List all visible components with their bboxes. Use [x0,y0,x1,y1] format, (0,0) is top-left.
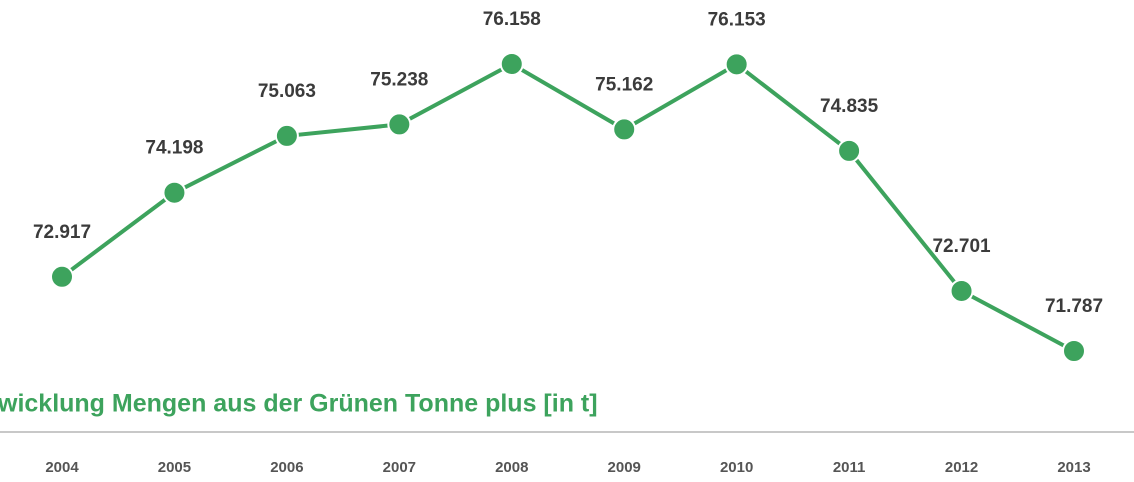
data-label: 75.162 [595,74,653,95]
x-tick-label: 2009 [608,459,641,476]
point [724,52,749,77]
data-label: 72.701 [932,236,991,257]
point [1062,339,1086,363]
data-label: 76.153 [708,9,766,30]
data-label: 71.787 [1045,296,1103,317]
x-tick-label: 2008 [495,459,528,476]
data-label: 74.198 [145,138,203,159]
data-label: 72.917 [33,222,91,243]
point [837,138,862,163]
data-label: 75.238 [370,69,428,90]
point [949,278,974,303]
x-tick-label: 2004 [45,459,79,476]
x-tick-label: 2006 [270,459,303,476]
point [162,180,187,205]
point [612,117,637,142]
point [274,123,299,148]
x-tick-label: 2013 [1057,459,1090,476]
x-tick-label: 2011 [833,459,866,476]
x-tick-label: 2005 [158,459,191,476]
line [60,61,1075,353]
x-tick-label: 2007 [383,459,416,476]
point [387,112,412,137]
chart-title: wicklung Mengen aus der Grünen Tonne plu… [0,390,598,418]
point [499,52,524,76]
point [50,264,74,289]
data-label: 76.158 [483,9,541,30]
x-tick-label: 2012 [945,459,978,476]
data-label: 74.835 [820,96,879,117]
x-tick-label: 2010 [720,459,753,476]
data-label: 75.063 [258,81,316,102]
